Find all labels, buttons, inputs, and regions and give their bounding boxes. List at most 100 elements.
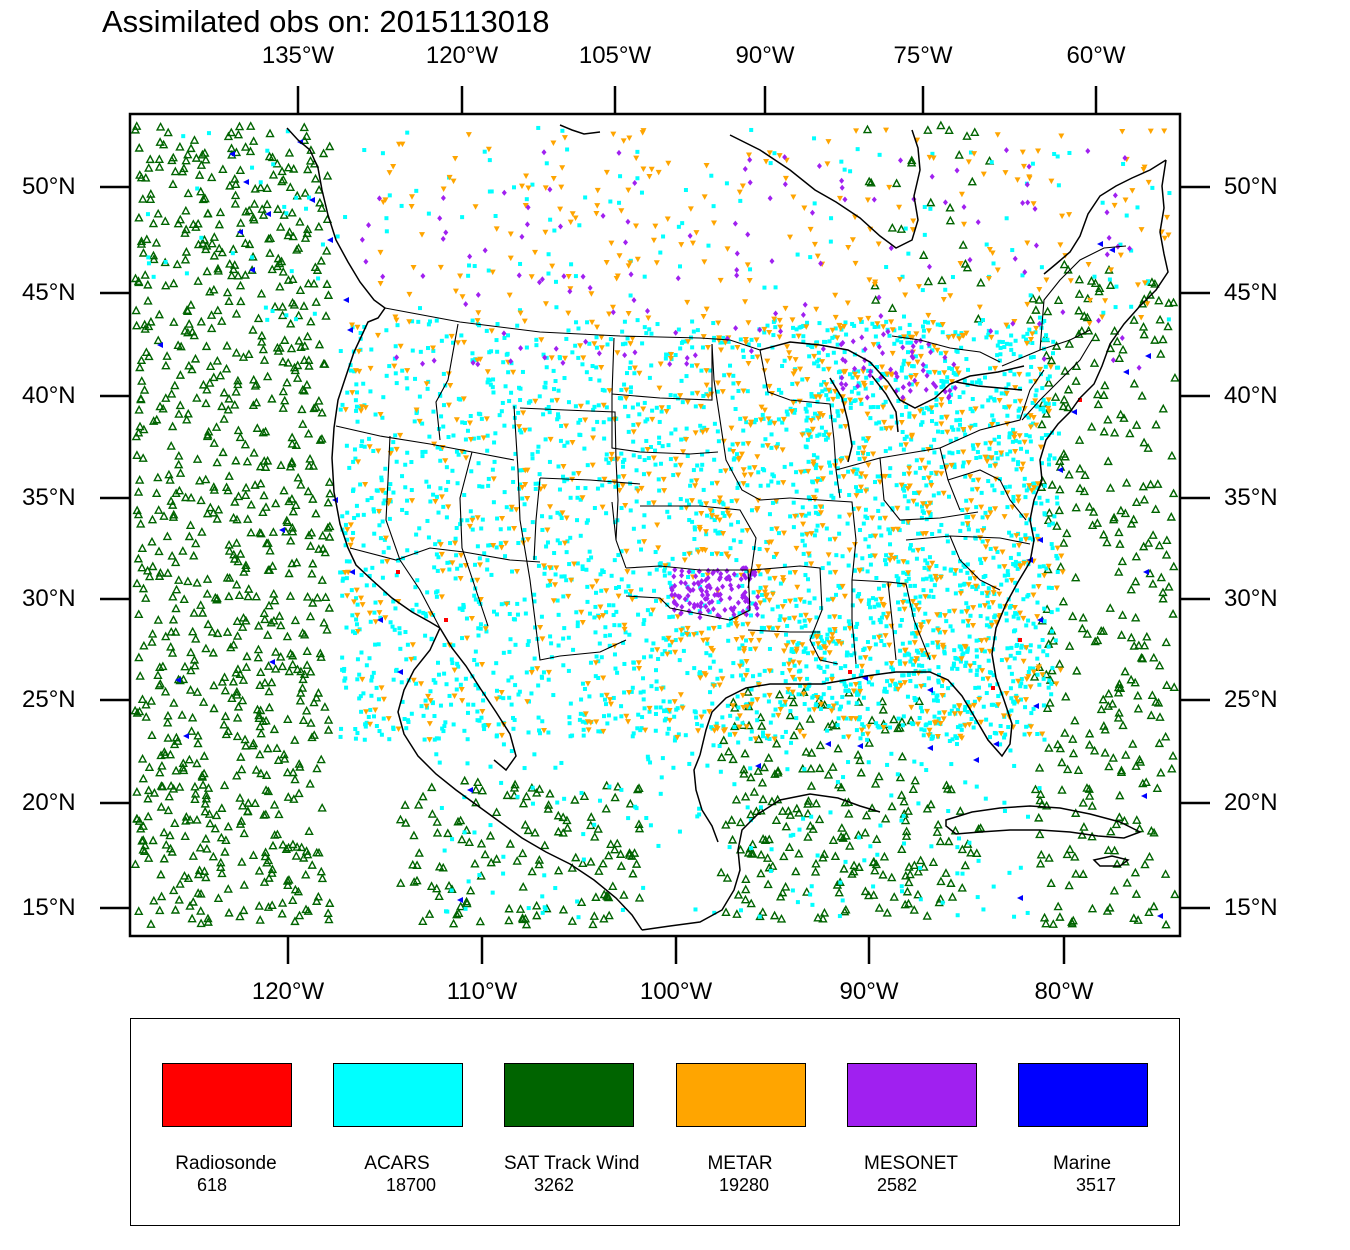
acars-marker <box>376 697 381 702</box>
metar-marker <box>539 636 546 642</box>
sat-wind-marker <box>1074 274 1085 284</box>
acars-marker <box>968 150 973 155</box>
sat-wind-marker <box>260 851 270 861</box>
acars-marker <box>854 624 859 629</box>
acars-marker <box>804 561 809 566</box>
sat-wind-marker <box>169 885 179 895</box>
sat-wind-marker <box>284 568 294 578</box>
acars-marker <box>873 334 878 339</box>
acars-marker <box>304 206 309 211</box>
acars-marker <box>868 416 873 421</box>
sat-wind-marker <box>1084 791 1095 800</box>
metar-marker <box>625 719 632 725</box>
acars-marker <box>429 637 434 642</box>
acars-marker <box>525 642 530 647</box>
metar-marker <box>698 714 705 721</box>
acars-marker <box>791 325 796 330</box>
acars-marker <box>866 680 871 685</box>
acars-marker <box>347 465 352 470</box>
acars-marker <box>373 600 378 605</box>
acars-marker <box>865 706 870 711</box>
acars-marker <box>1041 564 1046 569</box>
sat-wind-marker <box>746 809 756 819</box>
sat-wind-marker <box>175 141 185 151</box>
acars-marker <box>344 625 349 630</box>
acars-marker <box>263 305 268 310</box>
sat-wind-marker <box>202 266 212 276</box>
metar-marker <box>655 545 662 551</box>
sat-wind-marker <box>749 787 759 796</box>
acars-marker <box>805 686 810 691</box>
acars-marker <box>770 607 775 612</box>
acars-marker <box>959 727 964 732</box>
acars-marker <box>762 330 767 335</box>
acars-marker <box>391 677 396 682</box>
acars-marker <box>1035 485 1040 490</box>
acars-marker <box>437 760 442 765</box>
acars-marker <box>718 340 723 345</box>
metar-marker <box>974 486 981 493</box>
acars-marker <box>1049 542 1054 547</box>
acars-marker <box>476 600 481 605</box>
acars-marker <box>638 728 643 733</box>
sat-wind-marker <box>130 273 141 283</box>
acars-marker <box>983 510 988 515</box>
acars-marker <box>806 459 811 464</box>
acars-marker <box>994 388 999 393</box>
acars-marker <box>657 441 662 446</box>
acars-marker <box>1092 274 1097 279</box>
acars-marker <box>811 641 816 646</box>
acars-marker <box>628 360 633 365</box>
acars-marker <box>344 559 349 564</box>
sat-wind-marker <box>395 814 406 824</box>
sat-wind-marker <box>190 794 200 803</box>
acars-marker <box>454 526 459 531</box>
acars-marker <box>878 474 883 479</box>
sat-wind-marker <box>1113 712 1124 722</box>
acars-marker <box>343 543 348 548</box>
acars-marker <box>1023 705 1028 710</box>
sat-wind-marker <box>253 313 264 323</box>
acars-marker <box>1031 706 1036 711</box>
sat-wind-marker <box>1044 508 1055 517</box>
metar-marker <box>616 487 623 494</box>
acars-marker <box>897 659 902 664</box>
acars-marker <box>1042 737 1047 742</box>
acars-marker <box>493 214 498 219</box>
acars-marker <box>473 597 478 602</box>
sat-wind-marker <box>721 819 731 829</box>
metar-marker <box>1023 645 1030 651</box>
acars-marker <box>648 823 653 828</box>
metar-marker <box>901 606 908 613</box>
acars-marker <box>404 657 409 662</box>
acars-marker <box>553 765 558 770</box>
acars-marker <box>265 317 270 322</box>
sat-wind-marker <box>625 798 636 808</box>
acars-marker <box>623 589 628 594</box>
acars-marker <box>988 366 993 371</box>
acars-marker <box>860 556 865 561</box>
sat-wind-marker <box>232 514 242 524</box>
acars-marker <box>578 433 583 438</box>
acars-marker <box>986 398 991 403</box>
acars-marker <box>506 333 511 338</box>
sat-wind-marker <box>567 916 578 925</box>
sat-wind-marker <box>578 858 588 868</box>
acars-marker <box>1008 653 1013 658</box>
acars-marker <box>381 395 386 400</box>
acars-marker <box>316 276 321 281</box>
acars-marker <box>584 567 589 572</box>
acars-marker <box>815 399 820 404</box>
acars-marker <box>816 364 821 369</box>
acars-marker <box>667 699 672 704</box>
sat-wind-marker <box>811 858 821 868</box>
metar-marker <box>453 417 460 423</box>
sat-wind-marker <box>1061 691 1071 701</box>
acars-marker <box>676 224 681 229</box>
acars-marker <box>776 417 781 422</box>
acars-marker <box>984 242 989 247</box>
acars-marker <box>814 528 819 533</box>
sat-wind-marker <box>1158 334 1168 344</box>
sat-wind-marker <box>322 279 332 288</box>
metar-marker <box>978 719 985 726</box>
